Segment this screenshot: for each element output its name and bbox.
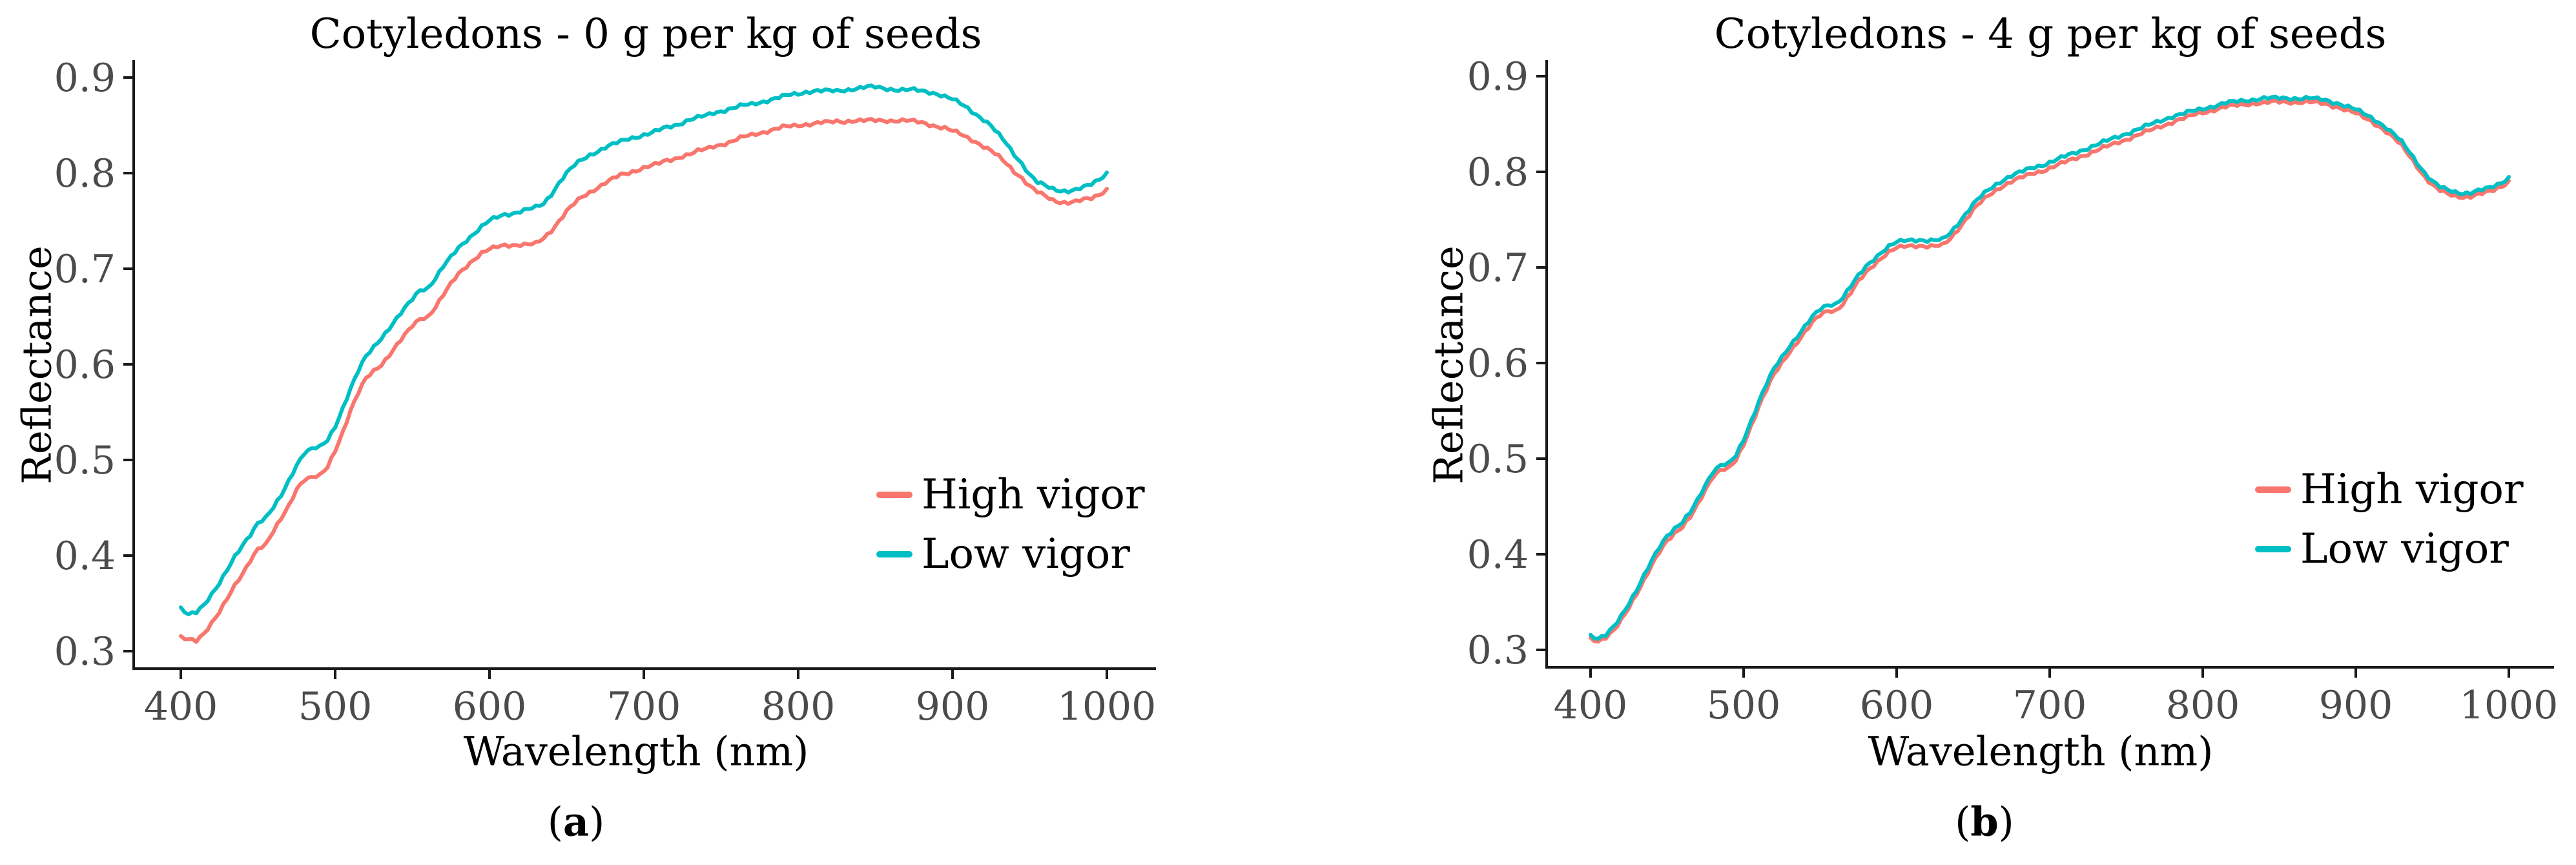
x-tick-label: 800 (761, 684, 836, 729)
y-tick-label: 0.6 (54, 342, 116, 388)
y-tick-label: 0.4 (1467, 532, 1529, 578)
legend-label-low-vigor-a: Low vigor (922, 530, 1130, 578)
y-axis-title-a: Reflectance (13, 245, 61, 485)
x-tick-label: 400 (1554, 683, 1628, 728)
y-axis-title-b: Reflectance (1425, 245, 1472, 485)
x-tick-label: 800 (2166, 683, 2240, 728)
y-tick-label: 0.5 (1467, 437, 1529, 482)
y-tick-label: 0.5 (54, 438, 116, 483)
x-tick-label: 600 (453, 684, 527, 729)
y-tick-label: 0.9 (1467, 54, 1529, 99)
x-tick-label: 500 (1707, 683, 1781, 728)
y-tick-label: 0.3 (54, 629, 116, 674)
y-tick-label: 0.3 (1467, 628, 1529, 673)
y-tick-label: 0.4 (54, 534, 116, 579)
legend-item-low-vigor-a: Low vigor (876, 530, 1130, 578)
chart-title-b: Cotyledons - 4 g per kg of seeds (1714, 10, 2387, 58)
chart-panel-b: 400 500 600 700 800 900 1000 0.3 0.4 0.5 0.6 0.7 0.8… (1467, 54, 2559, 728)
y-tick-label: 0.9 (54, 56, 116, 101)
caption-a-close: ) (589, 798, 605, 846)
caption-a-open: ( (547, 798, 563, 846)
x-axis-title-b: Wavelength (nm) (1868, 727, 2214, 775)
caption-b: (b) (1955, 798, 2014, 846)
legend-label-low-vigor-b: Low vigor (2300, 525, 2509, 573)
legend-item-high-vigor-b: High vigor (2255, 466, 2524, 514)
chart-panel-a: 400 500 600 700 800 900 1000 0.3 0.4 0.5 0.6 0.7 0.8… (54, 56, 1157, 729)
x-tick-label: 500 (298, 684, 373, 729)
legend-label-high-vigor-a: High vigor (922, 471, 1145, 519)
caption-a-letter: a (562, 798, 590, 846)
x-tick-label: 1000 (1058, 684, 1157, 729)
curve-high-vigor (1589, 98, 2511, 644)
curve-high-vigor (179, 117, 1109, 644)
legend-item-low-vigor-b: Low vigor (2255, 525, 2509, 573)
legend-swatch-high-vigor-a (876, 492, 912, 498)
legend-label-high-vigor-b: High vigor (2300, 466, 2524, 514)
caption-b-open: ( (1955, 798, 1971, 846)
legend-swatch-low-vigor-a (876, 551, 912, 558)
caption-b-close: ) (1998, 798, 2014, 846)
y-tick-label: 0.8 (54, 151, 116, 196)
x-tick-label: 700 (607, 684, 681, 729)
x-tick-label: 700 (2013, 683, 2087, 728)
curve-low-vigor (1589, 94, 2511, 641)
x-axis-title-a: Wavelength (nm) (463, 727, 809, 775)
x-tick-label: 900 (916, 684, 990, 729)
y-tick-label: 0.8 (1467, 150, 1529, 195)
legend-swatch-high-vigor-b (2255, 486, 2291, 493)
y-tick-label: 0.7 (1467, 245, 1529, 291)
x-tick-label: 600 (1860, 683, 1934, 728)
y-tick-label: 0.7 (54, 247, 116, 292)
caption-a: (a) (548, 798, 605, 846)
caption-b-letter: b (1970, 798, 1999, 846)
curve-low-vigor (179, 83, 1109, 616)
legend-swatch-low-vigor-b (2255, 546, 2291, 552)
legend-item-high-vigor-a: High vigor (876, 471, 1145, 519)
x-tick-label: 900 (2319, 683, 2393, 728)
x-tick-label: 400 (144, 684, 218, 729)
y-tick-label: 0.6 (1467, 341, 1529, 386)
x-tick-label: 1000 (2460, 683, 2559, 728)
chart-title-a: Cotyledons - 0 g per kg of seeds (309, 10, 982, 58)
